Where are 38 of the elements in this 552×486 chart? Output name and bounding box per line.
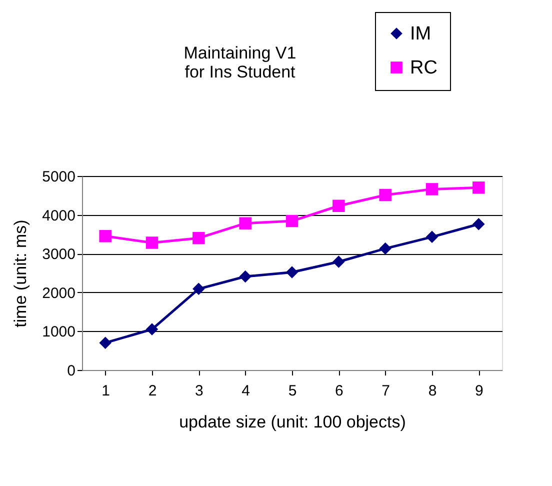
- point: [286, 266, 298, 278]
- point: [239, 217, 252, 230]
- x-tick-label: 6: [334, 382, 344, 400]
- point: [379, 188, 392, 202]
- point: [146, 236, 158, 249]
- x-tick-label: 5: [288, 382, 297, 400]
- point: [192, 232, 205, 244]
- point: [286, 214, 298, 228]
- x-tick-label: 1: [102, 382, 110, 400]
- point: [426, 230, 438, 244]
- point: [192, 282, 205, 296]
- x-tick-label: 7: [382, 382, 390, 400]
- point: [332, 200, 345, 212]
- x-tick-label: 4: [242, 382, 250, 400]
- chart-title: Maintaining V1 for Ins Student: [184, 44, 296, 82]
- point: [99, 230, 112, 242]
- y-axis-title: time (unit: ms): [11, 220, 30, 328]
- y-tick-label: 4000: [42, 207, 76, 224]
- point: [379, 242, 392, 255]
- y-tick-label: 5000: [42, 168, 76, 186]
- point: [239, 270, 252, 283]
- point: [332, 256, 345, 268]
- y-tick-label: 0: [67, 362, 76, 380]
- x-tick-label: 9: [474, 382, 484, 400]
- y-tick-label: 1000: [42, 324, 76, 341]
- point: [426, 183, 438, 196]
- legend-label: IM: [410, 24, 432, 44]
- y-tick-label: 3000: [42, 246, 76, 264]
- y-tick-label: 2000: [42, 284, 76, 302]
- x-tick-label: 2: [148, 382, 157, 400]
- legend-label: RC: [410, 58, 438, 78]
- point: [146, 323, 158, 336]
- point: [99, 336, 112, 349]
- point: [472, 182, 485, 194]
- x-tick-label: 3: [194, 382, 204, 400]
- x-tick-label: 8: [428, 382, 437, 400]
- point: [472, 218, 485, 230]
- x-axis-title: update size (unit: 100 objects): [179, 412, 406, 432]
